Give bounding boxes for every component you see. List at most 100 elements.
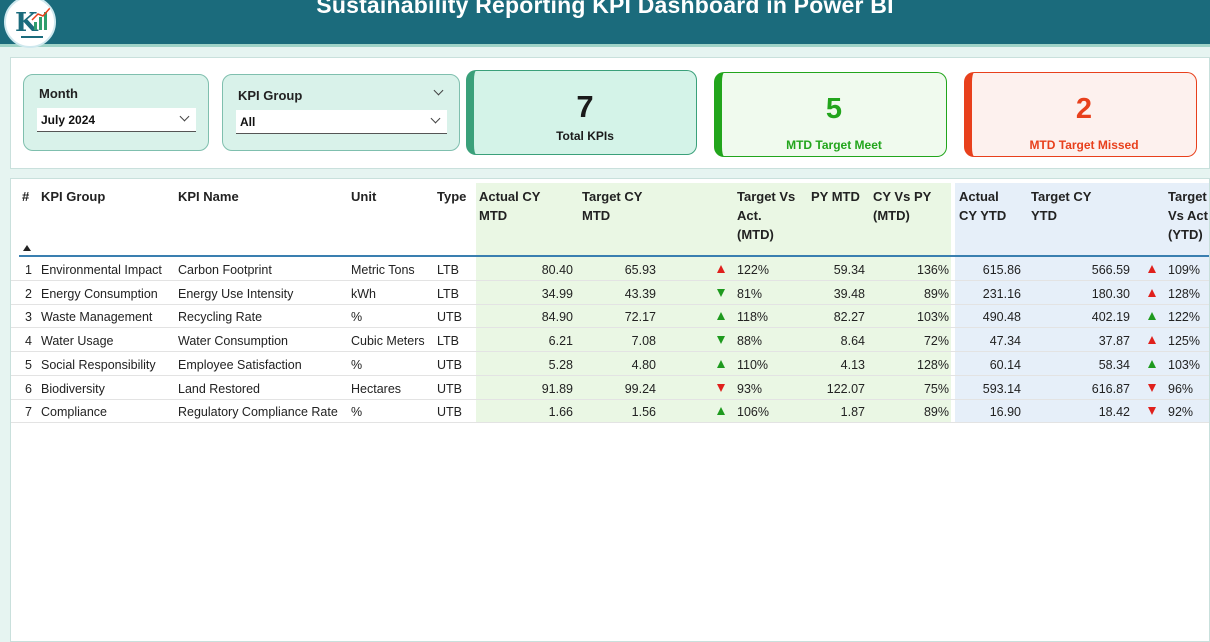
- table-row[interactable]: 4 Water Usage Water Consumption Cubic Meter…: [11, 328, 1209, 353]
- header-cy-vs-py-mtd[interactable]: CY Vs PY (MTD): [873, 187, 931, 225]
- table-row[interactable]: 7 Compliance Regulatory Compliance Rate% UT…: [11, 399, 1209, 424]
- cell-name: Recycling Rate: [178, 310, 263, 325]
- header-target-cy-ytd-line2: YTD: [1031, 208, 1057, 223]
- header-kpi-group[interactable]: KPI Group: [41, 189, 106, 204]
- cell-num: 7: [25, 405, 32, 420]
- table-row[interactable]: 1 Environmental Impact Carbon Footprint Met…: [11, 257, 1209, 281]
- header-target-vs-act-ytd-line2: Vs Act: [1168, 208, 1208, 223]
- cell-tva-ytd: 103%: [1168, 357, 1200, 372]
- cell-group: Environmental Impact: [41, 263, 162, 277]
- cell-unit: %: [351, 405, 363, 420]
- cell-actual-ytd: 615.86: [982, 263, 1021, 277]
- cell-tva-ytd: 109%: [1168, 263, 1200, 277]
- cell-actual-ytd: 490.48: [982, 310, 1021, 325]
- month-slicer-label: Month: [39, 86, 78, 101]
- triangle-up-icon: [1148, 336, 1156, 345]
- cell-tva-mtd: 93%: [737, 381, 763, 396]
- month-slicer[interactable]: Month July 2024: [23, 74, 209, 151]
- cell-py-mtd: 82.27: [833, 310, 865, 325]
- header-kpi-name[interactable]: KPI Name: [178, 189, 239, 204]
- triangle-up-icon: [1148, 265, 1156, 273]
- kpi-group-slicer[interactable]: KPI Group All: [222, 74, 460, 151]
- header-num[interactable]: #: [22, 189, 30, 204]
- mtd-target-missed-card: 2 MTD Target Missed: [964, 72, 1197, 157]
- cell-target-ytd: 18.42: [1098, 405, 1130, 420]
- cell-py-mtd: 59.34: [833, 263, 865, 277]
- cell-actual-ytd: 16.90: [989, 405, 1021, 420]
- header-actual-cy-mtd[interactable]: Actual CY MTD: [479, 187, 540, 225]
- page-title: Sustainability Reporting KPI Dashboard i…: [316, 0, 894, 18]
- cell-num: 4: [25, 334, 32, 349]
- cell-name: Carbon Footprint: [178, 263, 272, 277]
- cell-target-ytd: 402.19: [1091, 310, 1130, 325]
- cell-tva-ytd: 122%: [1168, 310, 1200, 325]
- mtd-target-meet-value: 5: [825, 93, 843, 125]
- triangle-down-icon: [717, 288, 725, 297]
- header-cy-vs-py-mtd-line1: CY Vs PY: [873, 189, 932, 204]
- header-target-vs-act-mtd[interactable]: Target Vs Act. (MTD): [737, 187, 795, 244]
- cell-cyvspy: 89%: [923, 405, 949, 420]
- cell-group: Water Usage: [41, 334, 114, 349]
- cell-tva-mtd: 122%: [737, 263, 769, 277]
- chevron-down-icon[interactable]: [179, 111, 190, 122]
- cell-unit: %: [351, 310, 363, 325]
- triangle-up-icon: [1148, 359, 1156, 368]
- cell-target-ytd: 37.87: [1098, 334, 1130, 349]
- table-row[interactable]: 3 Waste Management Recycling Rate% UTB 84.90…: [11, 304, 1209, 329]
- header-unit[interactable]: Unit: [351, 189, 377, 204]
- header-target-cy-ytd[interactable]: Target CY YTD: [1031, 187, 1091, 225]
- cell-target-ytd: 616.87: [1091, 381, 1130, 396]
- table-row[interactable]: 5 Social Responsibility Employee Satisfact…: [11, 352, 1209, 376]
- header-cy-vs-py-mtd-line2: (MTD): [873, 208, 910, 223]
- header-actual-cy-mtd-line2: MTD: [479, 208, 508, 223]
- header-target-vs-act-mtd-line1: Target Vs: [737, 189, 796, 204]
- cell-actual-mtd: 34.99: [541, 286, 573, 301]
- header-target-vs-act-ytd-line1: Target: [1168, 189, 1207, 204]
- header-type[interactable]: Type: [437, 189, 467, 204]
- cell-actual-ytd: 60.14: [989, 357, 1021, 372]
- cell-tva-ytd: 125%: [1168, 334, 1200, 349]
- cell-name: Water Consumption: [178, 334, 288, 349]
- cell-py-mtd: 4.13: [840, 357, 865, 372]
- header-target-vs-act-ytd[interactable]: Target Vs Act (YTD): [1168, 187, 1209, 244]
- cell-actual-mtd: 91.89: [541, 381, 573, 396]
- table-row[interactable]: 6 Biodiversity Land Restored Hectares UTB 91.…: [11, 376, 1209, 400]
- chevron-down-icon[interactable]: [430, 113, 441, 124]
- cell-num: 6: [25, 381, 32, 396]
- cell-py-mtd: 8.64: [840, 334, 865, 349]
- month-dropdown[interactable]: July 2024: [37, 108, 196, 132]
- cell-cyvspy: 128%: [917, 357, 949, 372]
- cell-cyvspy: 75%: [923, 381, 949, 396]
- triangle-up-icon: [1148, 312, 1156, 321]
- cell-target-mtd: 72.17: [624, 310, 656, 325]
- cell-num: 1: [25, 263, 32, 277]
- cell-tva-mtd: 106%: [737, 405, 769, 420]
- cell-actual-mtd: 84.90: [541, 310, 573, 325]
- cell-type: UTB: [437, 405, 462, 420]
- cell-tva-ytd: 96%: [1168, 381, 1194, 396]
- chevron-down-icon[interactable]: [433, 85, 444, 96]
- cell-cyvspy: 103%: [917, 310, 949, 325]
- cell-actual-mtd: 1.66: [548, 405, 573, 420]
- header-target-cy-mtd-line1: Target CY: [582, 189, 643, 204]
- header-py-mtd[interactable]: PY MTD: [811, 189, 860, 204]
- cell-unit: Cubic Meters: [351, 334, 425, 349]
- kpi-group-slicer-label: KPI Group: [238, 88, 303, 103]
- kpi-group-dropdown[interactable]: All: [236, 110, 447, 134]
- cell-type: UTB: [437, 357, 462, 372]
- triangle-up-icon: [1148, 288, 1156, 297]
- header-target-cy-mtd[interactable]: Target CY MTD: [582, 187, 642, 225]
- title-bar: K Sustainability Reporting KPI Dashboard…: [0, 0, 1210, 48]
- triangle-down-icon: [1148, 407, 1156, 416]
- cell-tva-mtd: 81%: [737, 286, 763, 301]
- header-actual-cy-ytd[interactable]: Actual CY YTD: [959, 187, 1006, 225]
- cell-target-ytd: 58.34: [1098, 357, 1130, 372]
- triangle-up-icon: [717, 265, 725, 273]
- sort-ascending-icon[interactable]: [23, 245, 31, 251]
- table-row[interactable]: 2 Energy Consumption Energy Use Intensity k…: [11, 281, 1209, 305]
- cell-unit: Hectares: [351, 381, 402, 396]
- cell-num: 5: [25, 357, 32, 372]
- kpi-group-dropdown-value: All: [240, 115, 256, 129]
- cell-tva-mtd: 88%: [737, 334, 763, 349]
- cell-group: Social Responsibility: [41, 357, 156, 372]
